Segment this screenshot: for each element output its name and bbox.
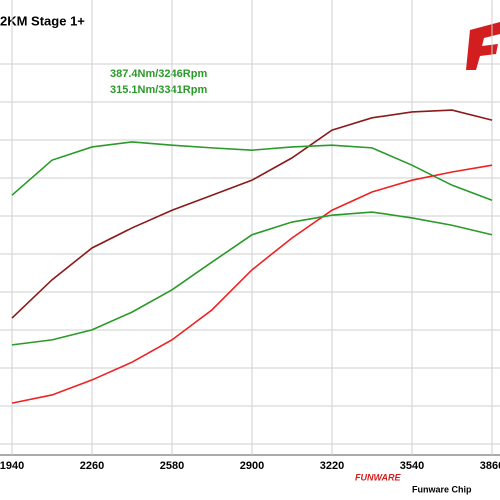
line-series	[11, 211, 493, 346]
chart-title: 2KM Stage 1+	[0, 13, 85, 28]
svg-text:FUNWARE: FUNWARE	[355, 472, 401, 482]
line-series	[11, 164, 493, 404]
annotation: 387.4Nm/3246Rpm	[110, 68, 207, 80]
line-series	[11, 141, 493, 201]
x-tick-label: 2900	[240, 460, 264, 472]
line-series	[11, 109, 493, 319]
x-tick-label: 3540	[400, 460, 424, 472]
x-tick-label: 2260	[80, 460, 104, 472]
x-tick-label: 3220	[320, 460, 344, 472]
x-tick-label: 2580	[160, 460, 184, 472]
footer-logo: FUNWARE	[355, 472, 401, 482]
x-tick-label: 1940	[0, 460, 24, 472]
x-tick-label: 3860	[480, 460, 500, 472]
annotation: 315.1Nm/3341Rpm	[110, 84, 207, 96]
footer: Funware Chip	[412, 484, 472, 494]
